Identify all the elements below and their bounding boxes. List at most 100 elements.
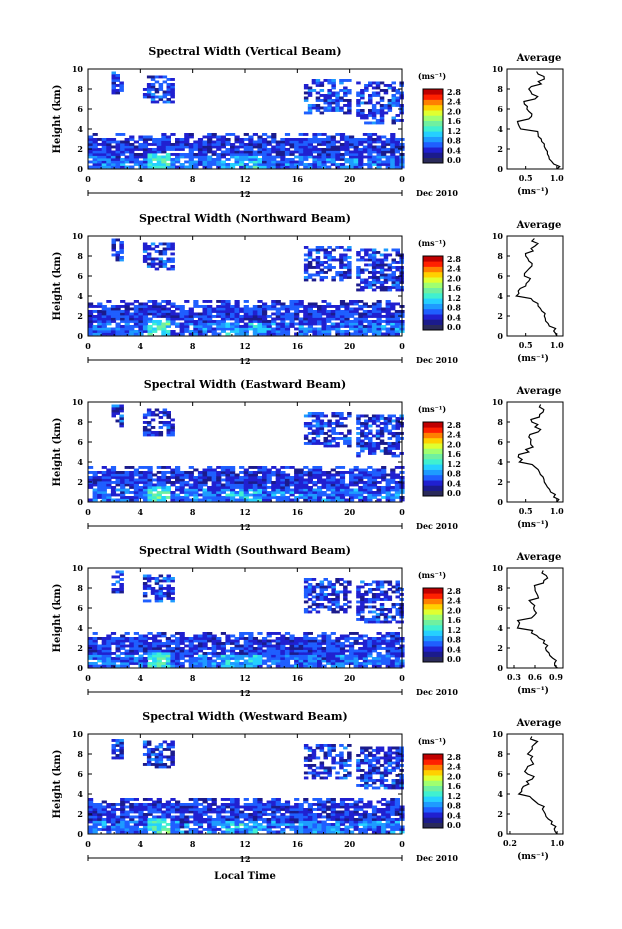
heatmap-cell <box>220 468 226 472</box>
heatmap-cell <box>319 248 325 252</box>
heatmap-cell <box>262 312 268 316</box>
heatmap-cell <box>375 417 381 420</box>
heatmap-cell <box>211 642 217 645</box>
heatmap-cell <box>115 825 121 829</box>
heatmap-cell <box>358 662 364 665</box>
heatmap-cell <box>101 654 107 658</box>
heatmap-cell <box>312 332 318 336</box>
heatmap-cell <box>326 327 332 331</box>
heatmap-cell <box>327 256 332 259</box>
heatmap-cell <box>248 657 254 660</box>
heatmap-cell <box>216 654 222 658</box>
heatmap-cell <box>152 158 158 161</box>
heatmap-cell <box>170 471 176 474</box>
heatmap-cell <box>179 652 185 655</box>
heatmap-cell <box>275 632 281 635</box>
panel-title: Spectral Width (Westward Beam) <box>142 710 347 723</box>
heatmap-cell <box>257 153 263 156</box>
heatmap-cell <box>243 300 249 303</box>
heatmap-cell <box>97 654 103 658</box>
heatmap-cell <box>379 439 385 443</box>
heatmap-cell <box>349 145 355 149</box>
heatmap-cell <box>111 243 116 247</box>
heatmap-cell <box>271 659 277 663</box>
heatmap-cell <box>97 163 103 166</box>
heatmap-cell <box>170 830 176 834</box>
heatmap-cell <box>138 654 144 658</box>
heatmap-cell <box>197 305 204 308</box>
heatmap-cell <box>197 647 204 650</box>
heatmap-cell <box>327 246 332 249</box>
heatmap-cell <box>312 491 318 494</box>
heatmap-cell <box>188 647 194 650</box>
heatmap-cell <box>376 637 382 640</box>
heatmap-cell <box>371 620 377 624</box>
heatmap-cell <box>298 639 304 643</box>
heatmap-cell <box>298 652 304 655</box>
heatmap-cell <box>323 598 328 601</box>
heatmap-cell <box>330 135 336 139</box>
heatmap-cell <box>225 300 231 303</box>
heatmap-cell <box>395 447 400 450</box>
heatmap-cell <box>335 642 341 645</box>
y-tick-label: 0 <box>77 164 83 174</box>
heatmap-cell <box>312 471 318 474</box>
heatmap-cell <box>111 71 116 75</box>
heatmap-cell <box>394 322 400 326</box>
heatmap-cell <box>120 808 126 811</box>
heatmap-cell <box>158 262 164 266</box>
heatmap-cell <box>364 593 369 596</box>
heatmap-cell <box>319 595 325 599</box>
heatmap-cell <box>154 582 160 585</box>
heatmap-cell <box>243 150 249 154</box>
heatmap-cell <box>321 307 327 311</box>
colorbar-swatch <box>423 646 443 652</box>
heatmap-cell <box>161 810 167 814</box>
heatmap-cell <box>120 486 126 489</box>
heatmap-cell <box>239 486 245 489</box>
heatmap-cell <box>101 659 107 663</box>
heatmap-cell <box>106 830 112 834</box>
heatmap-cell <box>220 307 226 311</box>
heatmap-cell <box>239 163 245 166</box>
heatmap-cell <box>307 588 313 591</box>
heatmap-cell <box>188 830 194 834</box>
heatmap-cell <box>234 145 240 149</box>
heatmap-cell <box>330 642 336 645</box>
heatmap-cell <box>321 647 327 650</box>
heatmap-cell <box>202 478 208 482</box>
heatmap-cell <box>124 825 130 829</box>
heatmap-cell <box>175 637 181 640</box>
heatmap-cell <box>115 412 120 415</box>
heatmap-cell <box>339 99 344 102</box>
heatmap-cell <box>161 300 167 303</box>
heatmap-cell <box>165 317 171 321</box>
heatmap-cell <box>343 256 348 259</box>
heatmap-cell <box>146 574 152 578</box>
heatmap-cell <box>344 143 350 146</box>
heatmap-cell <box>110 662 117 665</box>
heatmap-cell <box>243 312 249 316</box>
heatmap-cell <box>239 664 245 668</box>
heatmap-cell <box>207 143 213 146</box>
heatmap-cell <box>356 454 361 458</box>
heatmap-cell <box>335 647 341 650</box>
heatmap-cell <box>115 639 121 643</box>
y-tick-label: 2 <box>77 144 83 154</box>
heatmap-cell <box>275 325 281 328</box>
profile-x-tick-label: 0.3 <box>507 672 521 682</box>
heatmap-cell <box>147 325 153 328</box>
heatmap-cell <box>358 305 364 308</box>
heatmap-cell <box>207 317 213 321</box>
heatmap-cell <box>248 327 254 331</box>
heatmap-cell <box>303 659 309 663</box>
heatmap-cell <box>138 486 144 489</box>
heatmap-cell <box>339 135 346 139</box>
heatmap-cell <box>216 135 222 139</box>
heatmap-cell <box>266 148 272 151</box>
y-tick-label: 2 <box>77 311 83 321</box>
heatmap-cell <box>248 145 254 149</box>
heatmap-cell <box>349 150 355 154</box>
heatmap-cell <box>243 163 249 166</box>
heatmap-cell <box>390 150 396 154</box>
